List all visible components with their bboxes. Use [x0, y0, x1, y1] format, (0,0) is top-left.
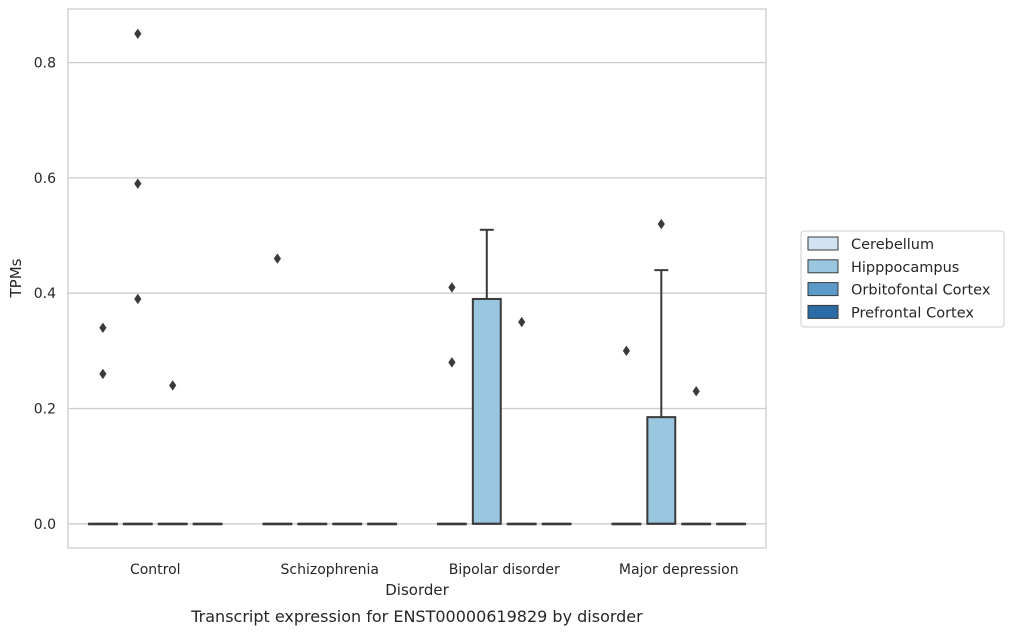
box-iqr — [471, 297, 502, 525]
x-tick-labels: Control Schizophrenia Bipolar disorder Majo… — [130, 562, 739, 578]
x-tick-label: Major depression — [619, 562, 739, 578]
y-axis-label: TPMs — [7, 258, 25, 298]
box-iqr — [646, 416, 677, 525]
y-tick-labels: 0.0 0.2 0.4 0.6 0.8 — [34, 56, 56, 533]
box-schizophrenia-hipppocampus — [297, 522, 328, 526]
box-major-depression-hipppocampus — [646, 218, 677, 525]
legend-item-cerebellum: Cerebellum — [807, 236, 934, 253]
legend-label: Prefrontal Cortex — [851, 305, 974, 321]
outlier-point — [134, 28, 142, 39]
x-tick-label: Schizophrenia — [281, 562, 379, 578]
box-schizophrenia-prefrontal-cortex — [367, 522, 398, 526]
y-tick-label: 0.0 — [34, 517, 56, 533]
outlier-point — [448, 357, 456, 368]
legend-swatch — [807, 304, 839, 319]
y-tick-label: 0.2 — [34, 401, 56, 417]
outlier-point — [134, 178, 142, 189]
legend-label: Orbitofontal Cortex — [851, 283, 991, 299]
legend-item-prefrontal-cortex: Prefrontal Cortex — [807, 304, 974, 321]
legend-frame — [800, 230, 1005, 328]
legend-item-orbitofontal-cortex: Orbitofontal Cortex — [807, 282, 991, 299]
box-major-depression-cerebellum — [611, 345, 642, 526]
outlier-point — [99, 322, 107, 333]
outlier-point — [692, 386, 700, 397]
y-tick-label: 0.8 — [34, 56, 56, 72]
box-control-hipppocampus — [122, 28, 153, 526]
outlier-point — [99, 368, 107, 380]
box-bipolar-disorder-orbitofontal-cortex — [506, 316, 537, 526]
outlier-point — [273, 253, 281, 264]
legend-swatch — [807, 282, 839, 297]
box-schizophrenia-orbitofontal-cortex — [332, 522, 363, 526]
legend-item-hipppocampus: Hipppocampus — [807, 259, 959, 276]
plot-area-frame — [67, 8, 767, 549]
legend-label: Cerebellum — [851, 237, 934, 253]
outlier-point — [169, 380, 177, 391]
legend-label: Hipppocampus — [851, 260, 959, 276]
outlier-point — [518, 316, 526, 328]
box-control-orbitofontal-cortex — [157, 380, 188, 526]
legend-swatch — [807, 259, 839, 274]
outlier-point — [134, 293, 142, 305]
box-control-cerebellum — [87, 322, 118, 526]
box-layer — [87, 28, 747, 526]
box-bipolar-disorder-hipppocampus — [471, 228, 502, 525]
legend: Cerebellum Hipppocampus Orbitofontal Corte… — [800, 230, 1005, 328]
box-bipolar-disorder-prefrontal-cortex — [541, 522, 572, 526]
y-tick-label: 0.6 — [34, 171, 56, 187]
box-schizophrenia-cerebellum — [262, 253, 293, 526]
box-bipolar-disorder-cerebellum — [436, 282, 467, 526]
x-tick-label: Control — [130, 562, 181, 578]
legend-swatch — [807, 236, 839, 251]
x-tick-label: Bipolar disorder — [449, 562, 560, 578]
box-control-prefrontal-cortex — [192, 522, 223, 526]
outlier-point — [622, 345, 630, 357]
outlier-point — [657, 218, 665, 230]
y-tick-label: 0.4 — [34, 286, 56, 302]
chart-caption: Transcript expression for ENST0000061982… — [190, 607, 643, 626]
outlier-point — [448, 282, 456, 293]
box-major-depression-prefrontal-cortex — [716, 522, 747, 526]
box-major-depression-orbitofontal-cortex — [681, 386, 712, 526]
x-axis-label: Disorder — [385, 581, 449, 599]
